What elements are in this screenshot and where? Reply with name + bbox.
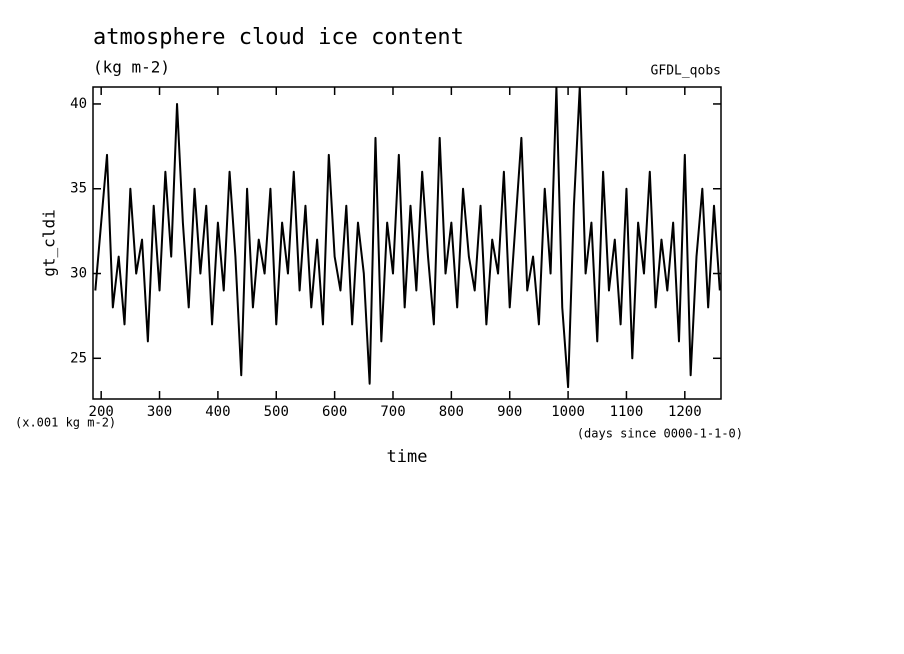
x-tick-label: 300 [147,404,172,420]
x-tick-label: 200 [89,404,114,420]
y-tick-label: 40 [70,96,87,112]
x-tick-label: 600 [322,404,347,420]
chart-subtitle: (kg m-2) [93,58,170,77]
x-axis-label: time [387,447,428,467]
x-tick-label: 500 [264,404,289,420]
plot-frame [92,86,722,400]
y-tick-label: 30 [70,266,87,282]
x-tick-label: 400 [205,404,230,420]
y-tick-label: 25 [70,350,87,366]
y-tick-label: 35 [70,181,87,197]
source-label: GFDL_qobs [651,64,721,79]
x-tick-label: 900 [497,404,522,420]
x-tick-label: 1000 [551,404,585,420]
chart-title: atmosphere cloud ice content [93,25,464,50]
x-unit: (days since 0000-1-1-0) [577,427,743,441]
data-line [94,87,721,389]
x-tick-label: 700 [380,404,405,420]
x-tick-label: 1100 [610,404,644,420]
x-tick-label: 800 [439,404,464,420]
y-unit: (x.001 kg m-2) [15,416,116,430]
x-tick-label: 1200 [668,404,702,420]
y-axis-label: gt_cldi [40,209,59,276]
